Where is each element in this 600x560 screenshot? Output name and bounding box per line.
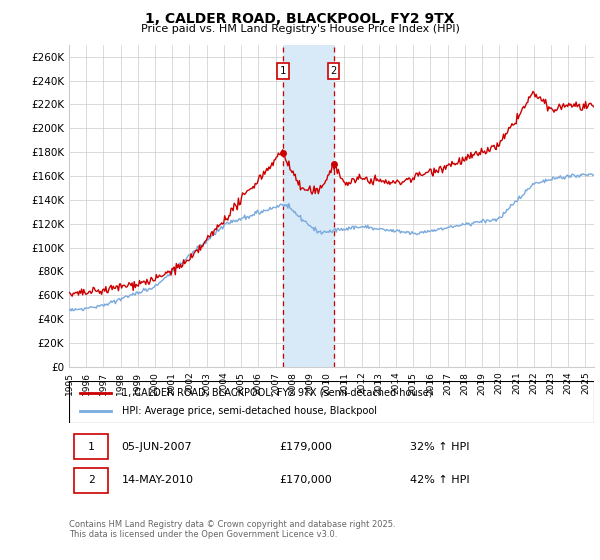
Text: 2: 2 <box>331 66 337 76</box>
Text: Contains HM Land Registry data © Crown copyright and database right 2025.
This d: Contains HM Land Registry data © Crown c… <box>69 520 395 539</box>
Text: 1: 1 <box>280 66 286 76</box>
Text: 1, CALDER ROAD, BLACKPOOL, FY2 9TX (semi-detached house): 1, CALDER ROAD, BLACKPOOL, FY2 9TX (semi… <box>121 388 432 398</box>
Text: 14-MAY-2010: 14-MAY-2010 <box>121 475 193 485</box>
Text: Price paid vs. HM Land Registry's House Price Index (HPI): Price paid vs. HM Land Registry's House … <box>140 24 460 34</box>
Bar <box>74 468 109 493</box>
Text: 1, CALDER ROAD, BLACKPOOL, FY2 9TX: 1, CALDER ROAD, BLACKPOOL, FY2 9TX <box>145 12 455 26</box>
Text: 1: 1 <box>88 442 95 451</box>
Text: 32% ↑ HPI: 32% ↑ HPI <box>410 442 470 451</box>
Text: 42% ↑ HPI: 42% ↑ HPI <box>410 475 470 485</box>
Text: HPI: Average price, semi-detached house, Blackpool: HPI: Average price, semi-detached house,… <box>121 406 377 416</box>
Bar <box>74 435 109 459</box>
Text: £179,000: £179,000 <box>279 442 332 451</box>
Text: 05-JUN-2007: 05-JUN-2007 <box>121 442 192 451</box>
Bar <box>283 45 334 367</box>
Text: £170,000: £170,000 <box>279 475 332 485</box>
Text: 2: 2 <box>88 475 95 485</box>
